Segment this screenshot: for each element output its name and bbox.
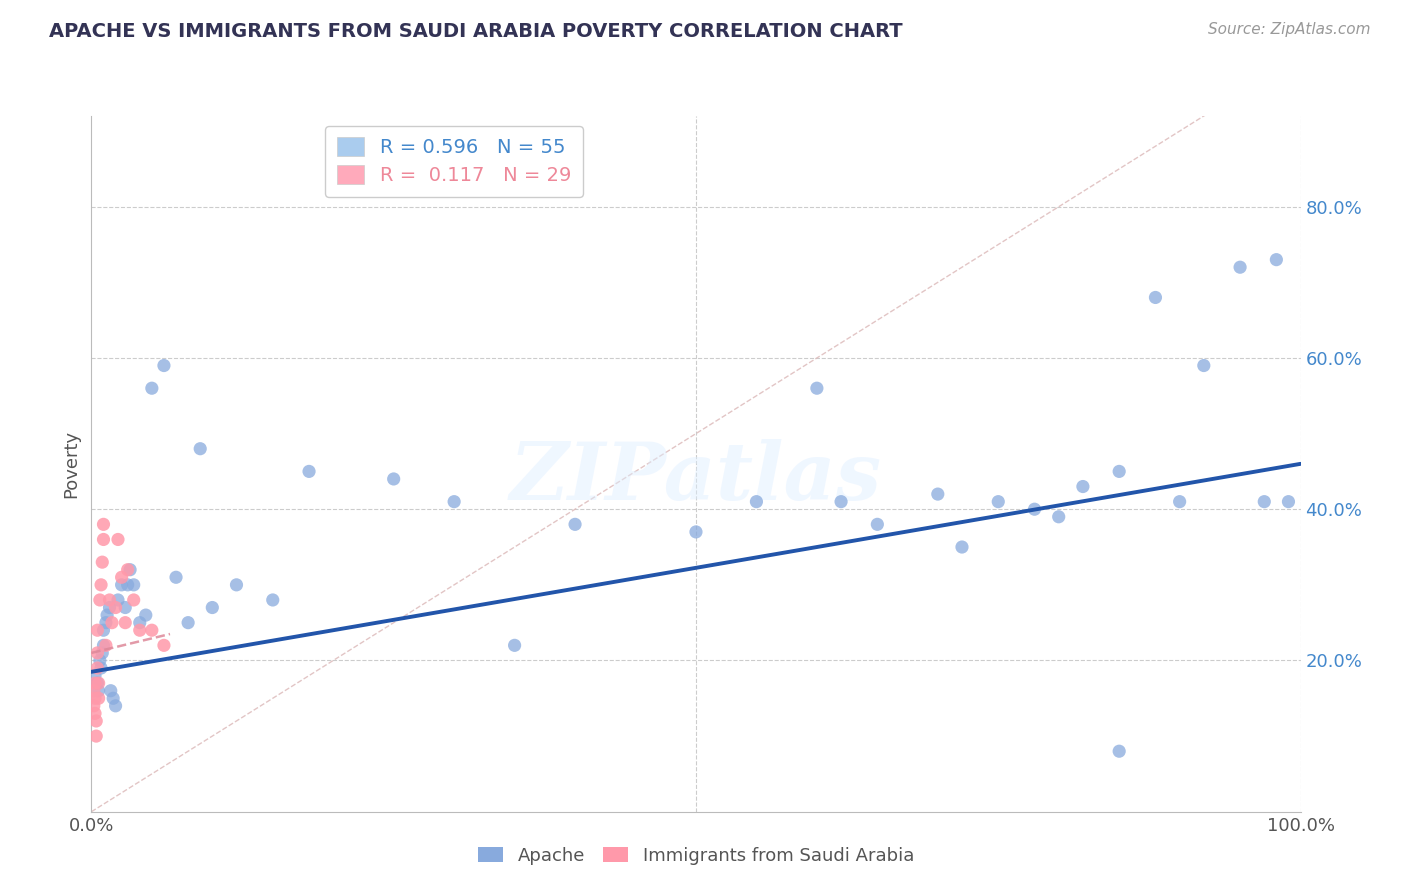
Point xyxy=(100,683,122,698)
Point xyxy=(89,593,111,607)
Point xyxy=(1229,260,1251,275)
Point xyxy=(107,593,129,607)
Point xyxy=(298,464,321,478)
Point xyxy=(111,570,132,584)
Point xyxy=(1277,494,1299,508)
Y-axis label: Poverty: Poverty xyxy=(62,430,80,498)
Point xyxy=(114,600,136,615)
Point xyxy=(86,661,108,675)
Point xyxy=(84,676,107,690)
Point xyxy=(745,494,768,508)
Point xyxy=(141,624,163,638)
Point xyxy=(101,615,124,630)
Point xyxy=(165,570,187,584)
Point xyxy=(1192,359,1215,373)
Point xyxy=(866,517,889,532)
Point xyxy=(1108,744,1130,758)
Point xyxy=(685,524,707,539)
Point xyxy=(101,691,124,706)
Point xyxy=(117,563,139,577)
Point xyxy=(98,600,121,615)
Point xyxy=(1071,479,1094,493)
Point xyxy=(93,624,115,638)
Point xyxy=(90,578,112,592)
Point xyxy=(91,555,114,569)
Point xyxy=(1144,290,1167,304)
Point xyxy=(1253,494,1275,508)
Point xyxy=(86,624,108,638)
Point xyxy=(94,615,117,630)
Point xyxy=(89,653,111,667)
Point xyxy=(564,517,586,532)
Point xyxy=(225,578,247,592)
Point xyxy=(188,442,211,456)
Point xyxy=(93,517,115,532)
Point xyxy=(503,638,526,652)
Point xyxy=(122,578,145,592)
Point xyxy=(806,381,828,395)
Point xyxy=(141,381,163,395)
Point xyxy=(1108,464,1130,478)
Point xyxy=(94,638,117,652)
Point xyxy=(135,608,157,623)
Point xyxy=(104,600,127,615)
Point xyxy=(950,540,973,554)
Point xyxy=(93,638,115,652)
Point xyxy=(262,593,284,607)
Text: ZIPatlas: ZIPatlas xyxy=(510,439,882,516)
Point xyxy=(177,615,200,630)
Point xyxy=(153,638,176,652)
Legend: Apache, Immigrants from Saudi Arabia: Apache, Immigrants from Saudi Arabia xyxy=(471,840,921,872)
Point xyxy=(1265,252,1288,267)
Point xyxy=(114,615,136,630)
Point xyxy=(87,676,110,690)
Point xyxy=(96,608,118,623)
Point xyxy=(117,578,139,592)
Point xyxy=(83,683,105,698)
Point xyxy=(830,494,852,508)
Point xyxy=(90,661,112,675)
Point xyxy=(1047,509,1070,524)
Point xyxy=(84,714,107,728)
Point xyxy=(1024,502,1046,516)
Point xyxy=(120,563,142,577)
Point xyxy=(86,676,108,690)
Text: Source: ZipAtlas.com: Source: ZipAtlas.com xyxy=(1208,22,1371,37)
Point xyxy=(443,494,465,508)
Point xyxy=(98,593,121,607)
Point xyxy=(128,615,150,630)
Point xyxy=(927,487,949,501)
Point xyxy=(84,668,107,682)
Point xyxy=(153,359,176,373)
Point xyxy=(122,593,145,607)
Point xyxy=(128,624,150,638)
Point xyxy=(83,698,105,713)
Point xyxy=(84,706,107,721)
Point xyxy=(84,729,107,743)
Point xyxy=(201,600,224,615)
Point xyxy=(987,494,1010,508)
Point xyxy=(84,691,107,706)
Point xyxy=(91,646,114,660)
Point xyxy=(104,698,127,713)
Point xyxy=(87,691,110,706)
Point xyxy=(93,533,115,547)
Point xyxy=(107,533,129,547)
Point xyxy=(111,578,132,592)
Point xyxy=(86,646,108,660)
Point xyxy=(382,472,405,486)
Point xyxy=(1168,494,1191,508)
Text: APACHE VS IMMIGRANTS FROM SAUDI ARABIA POVERTY CORRELATION CHART: APACHE VS IMMIGRANTS FROM SAUDI ARABIA P… xyxy=(49,22,903,41)
Point xyxy=(87,683,110,698)
